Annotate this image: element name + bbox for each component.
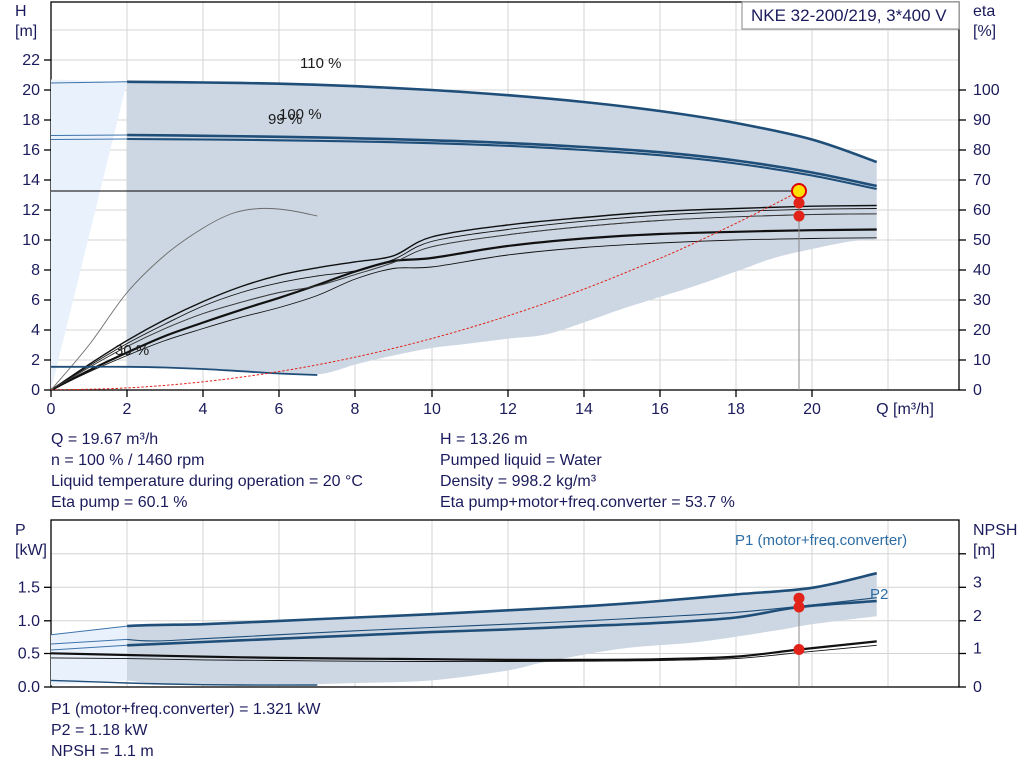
svg-text:eta: eta [973, 3, 995, 20]
svg-text:14: 14 [22, 172, 40, 189]
svg-text:8: 8 [351, 401, 360, 418]
svg-text:40: 40 [973, 262, 991, 279]
svg-text:50: 50 [973, 232, 991, 249]
svg-text:20: 20 [803, 401, 821, 418]
svg-text:10: 10 [22, 232, 40, 249]
svg-text:30 %: 30 % [115, 342, 149, 359]
svg-text:1.5: 1.5 [18, 579, 40, 596]
svg-text:18: 18 [727, 401, 745, 418]
svg-text:10: 10 [423, 401, 441, 418]
svg-text:0.5: 0.5 [18, 646, 40, 663]
svg-text:P1 (motor+freq.converter) = 1.: P1 (motor+freq.converter) = 1.321 kW [51, 701, 321, 718]
svg-text:8: 8 [31, 262, 40, 279]
svg-text:P2 = 1.18 kW: P2 = 1.18 kW [51, 722, 148, 739]
svg-text:H = 13.26 m: H = 13.26 m [440, 431, 528, 448]
svg-text:4: 4 [31, 322, 40, 339]
svg-text:1: 1 [973, 641, 982, 658]
svg-text:0: 0 [973, 679, 982, 696]
svg-text:110 %: 110 % [300, 55, 341, 72]
svg-text:22: 22 [22, 52, 40, 69]
svg-text:2: 2 [123, 401, 132, 418]
svg-text:4: 4 [199, 401, 208, 418]
svg-text:P1 (motor+freq.converter): P1 (motor+freq.converter) [735, 532, 907, 549]
svg-text:NKE 32-200/219, 3*400 V: NKE 32-200/219, 3*400 V [751, 6, 947, 25]
svg-text:[m]: [m] [973, 542, 995, 559]
svg-text:Eta pump = 60.1 %: Eta pump = 60.1 % [51, 494, 188, 511]
svg-text:6: 6 [275, 401, 284, 418]
svg-text:30: 30 [973, 292, 991, 309]
svg-text:90: 90 [973, 112, 991, 129]
svg-text:16: 16 [22, 142, 40, 159]
svg-text:20: 20 [973, 322, 991, 339]
svg-text:Liquid temperature during oper: Liquid temperature during operation = 20… [51, 473, 363, 490]
svg-text:2: 2 [31, 352, 40, 369]
svg-text:Q = 19.67 m³/h: Q = 19.67 m³/h [51, 431, 158, 448]
svg-text:0: 0 [47, 401, 56, 418]
svg-text:20: 20 [22, 82, 40, 99]
svg-text:18: 18 [22, 112, 40, 129]
svg-text:14: 14 [575, 401, 593, 418]
svg-text:70: 70 [973, 172, 991, 189]
svg-text:Eta pump+motor+freq.converter: Eta pump+motor+freq.converter = 53.7 % [440, 494, 735, 511]
svg-text:6: 6 [31, 292, 40, 309]
svg-text:60: 60 [973, 202, 991, 219]
svg-text:12: 12 [22, 202, 40, 219]
svg-text:Pumped liquid = Water: Pumped liquid = Water [440, 452, 602, 469]
svg-text:P2: P2 [870, 586, 888, 603]
svg-text:[kW]: [kW] [15, 542, 47, 559]
svg-text:3: 3 [973, 574, 982, 591]
svg-text:Q [m³/h]: Q [m³/h] [876, 401, 934, 418]
svg-text:[m]: [m] [15, 23, 37, 40]
svg-text:16: 16 [651, 401, 669, 418]
svg-text:NPSH: NPSH [973, 522, 1017, 539]
svg-text:10: 10 [973, 352, 991, 369]
svg-text:NPSH = 1.1 m: NPSH = 1.1 m [51, 743, 154, 760]
svg-text:0: 0 [973, 382, 982, 399]
svg-text:n = 100 % / 1460 rpm: n = 100 % / 1460 rpm [51, 452, 204, 469]
svg-text:P: P [15, 522, 26, 539]
svg-text:12: 12 [499, 401, 517, 418]
svg-text:2: 2 [973, 608, 982, 625]
svg-text:[%]: [%] [973, 23, 996, 40]
svg-text:1.0: 1.0 [18, 613, 40, 630]
svg-text:80: 80 [973, 142, 991, 159]
svg-text:Density = 998.2 kg/m³: Density = 998.2 kg/m³ [440, 473, 597, 490]
svg-text:H: H [15, 3, 27, 20]
svg-text:99 %: 99 % [268, 111, 302, 128]
svg-text:100: 100 [973, 82, 1000, 99]
svg-text:0.0: 0.0 [18, 679, 40, 696]
svg-text:0: 0 [31, 382, 40, 399]
